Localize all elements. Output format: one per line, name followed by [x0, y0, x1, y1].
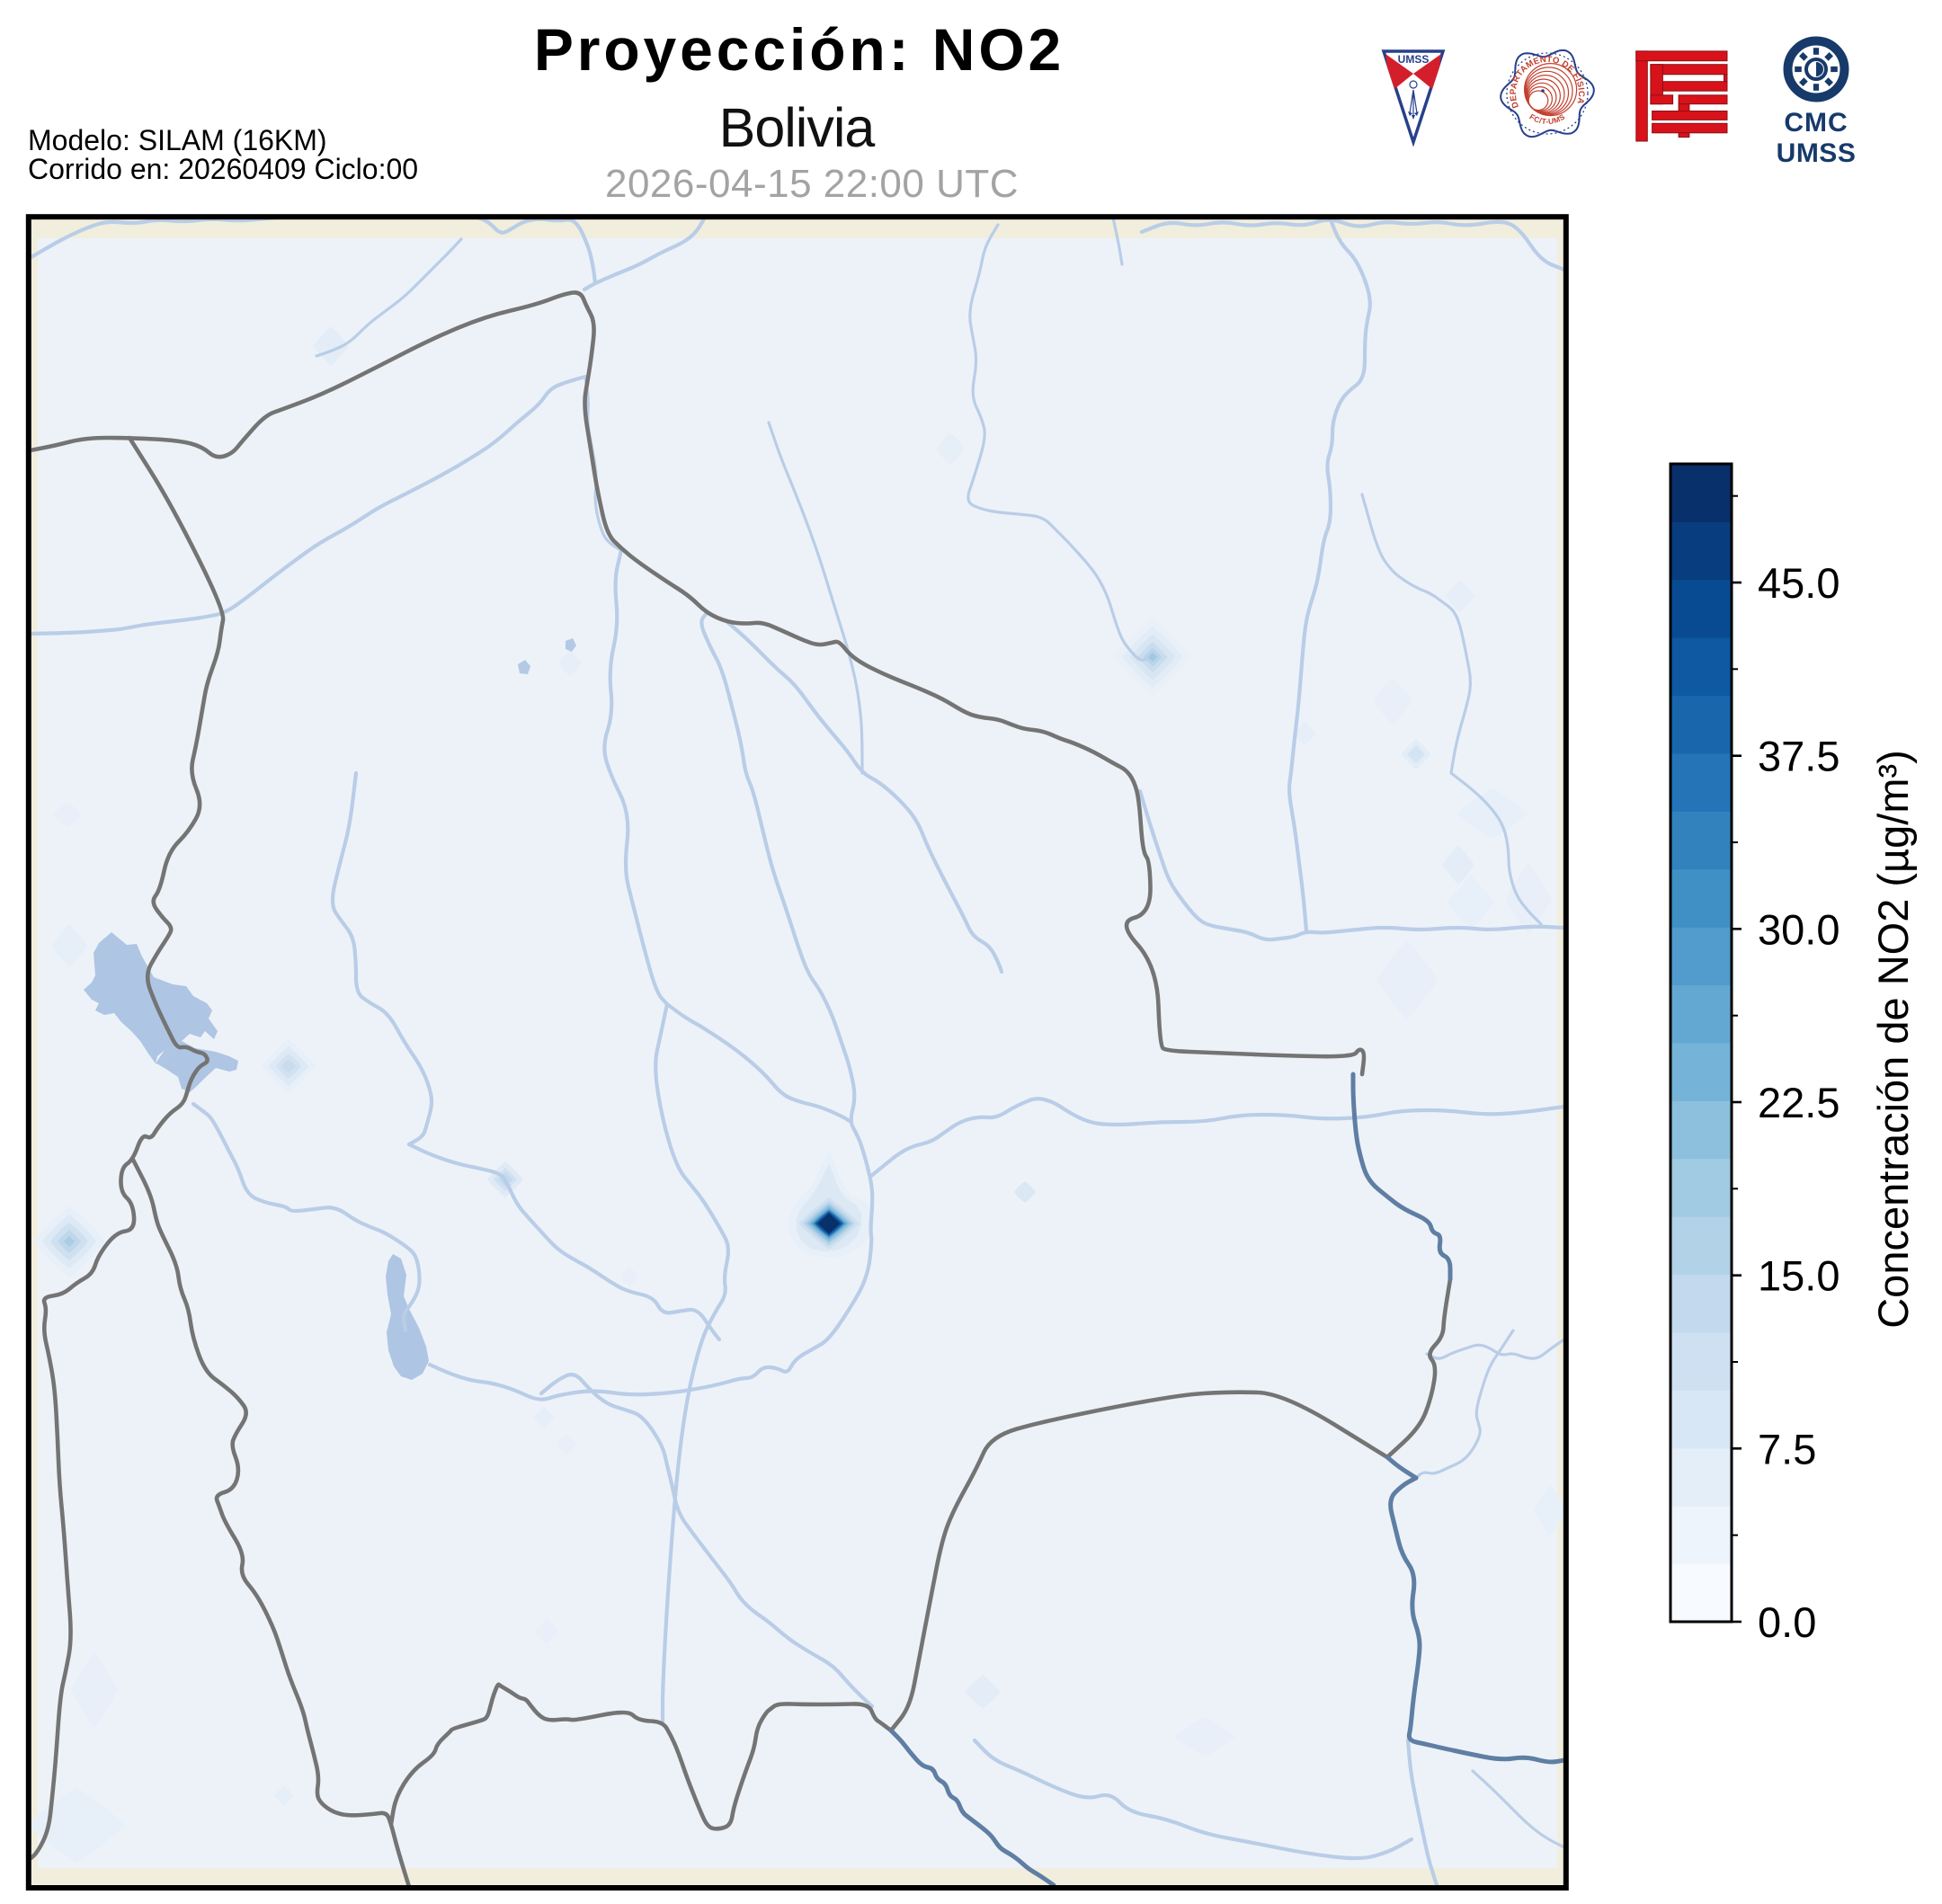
svg-text:0.0: 0.0	[1758, 1598, 1816, 1646]
svg-text:Bolivia: Bolivia	[719, 97, 876, 158]
svg-text:UMSS: UMSS	[1777, 138, 1857, 168]
svg-text:Concentración de NO2 (µg/m³): Concentración de NO2 (µg/m³)	[1869, 750, 1917, 1329]
svg-text:Proyección: NO2: Proyección: NO2	[534, 16, 1065, 83]
svg-text:15.0: 15.0	[1758, 1252, 1840, 1300]
svg-text:Corrido en: 20260409 Ciclo:00: Corrido en: 20260409 Ciclo:00	[28, 153, 418, 185]
svg-text:CMC: CMC	[1784, 108, 1848, 138]
svg-text:UMSS: UMSS	[1398, 53, 1430, 66]
svg-text:7.5: 7.5	[1758, 1425, 1816, 1472]
svg-text:37.5: 37.5	[1758, 733, 1840, 780]
svg-text:Modelo: SILAM (16KM): Modelo: SILAM (16KM)	[28, 124, 327, 156]
svg-text:22.5: 22.5	[1758, 1079, 1840, 1126]
svg-text:45.0: 45.0	[1758, 559, 1840, 607]
svg-text:2026-04-15 22:00 UTC: 2026-04-15 22:00 UTC	[605, 162, 1019, 206]
svg-text:30.0: 30.0	[1758, 905, 1840, 953]
